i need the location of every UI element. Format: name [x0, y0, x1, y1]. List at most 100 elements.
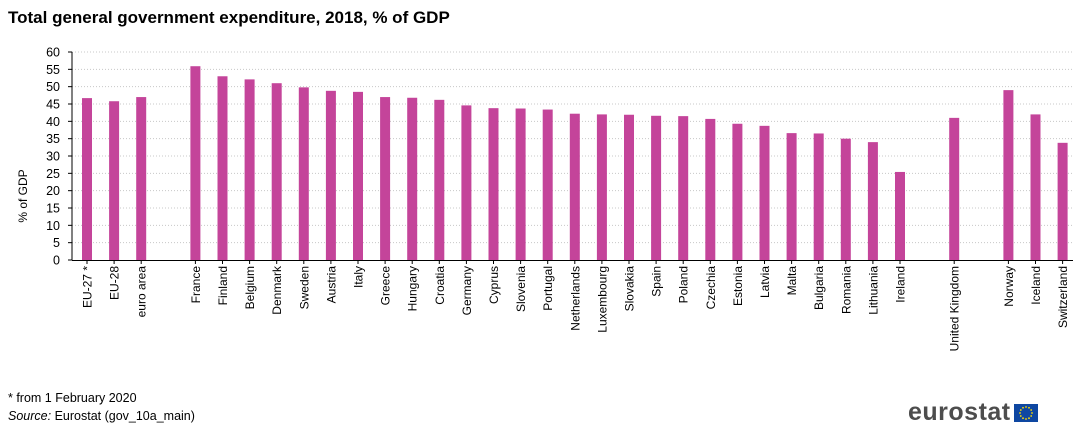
- bar-austria: [325, 90, 336, 261]
- x-category-label: Romania: [839, 266, 853, 314]
- bar-italy: [353, 91, 363, 260]
- bar-poland: [678, 116, 689, 260]
- bar-lithuania: [867, 142, 878, 260]
- x-category-label: Netherlands: [568, 266, 582, 331]
- y-tick-label: 35: [46, 132, 60, 146]
- bar-germany: [461, 105, 472, 261]
- y-tick-label: 20: [46, 184, 60, 198]
- chart-title: Total general government expenditure, 20…: [8, 8, 450, 27]
- source-text: Eurostat (gov_10a_main): [51, 409, 195, 423]
- bar-luxembourg: [596, 114, 607, 261]
- x-category-label: United Kingdom: [948, 266, 962, 351]
- flag-star: [1029, 414, 1032, 417]
- y-tick-label: 50: [46, 80, 60, 94]
- x-category-label: Lithuania: [866, 266, 880, 315]
- logo-text: eurostat: [908, 398, 1011, 426]
- flag-star: [1030, 411, 1033, 414]
- x-category-label: Iceland: [1029, 266, 1043, 305]
- y-tick-label: 10: [46, 219, 60, 233]
- x-category-label: Slovakia: [623, 266, 637, 312]
- bar-norway: [1003, 90, 1014, 260]
- source-label: Source:: [8, 409, 52, 423]
- bar-denmark: [271, 83, 282, 260]
- x-category-label: EU-28: [108, 266, 122, 300]
- x-category-label: Greece: [379, 266, 393, 306]
- y-tick-label: 40: [46, 115, 60, 129]
- bar-latvia: [759, 125, 770, 260]
- x-category-label: Austria: [324, 266, 338, 304]
- x-category-label: Estonia: [731, 266, 745, 306]
- bar-hungary: [407, 97, 418, 260]
- x-category-label: Sweden: [297, 266, 311, 309]
- bar-estonia: [732, 123, 743, 260]
- footnote: * from 1 February 2020: [8, 391, 137, 405]
- x-category-label: Cyprus: [487, 266, 501, 304]
- x-category-label: Ireland: [894, 266, 908, 303]
- flag-star: [1018, 411, 1021, 414]
- bar-croatia: [434, 99, 445, 260]
- x-category-label: Hungary: [406, 266, 420, 311]
- bar-eu-27: [82, 98, 92, 261]
- y-axis-title: % of GDP: [16, 169, 30, 222]
- bar-romania: [840, 138, 851, 260]
- y-tick-label: 25: [46, 167, 60, 181]
- flag-star: [1024, 405, 1027, 408]
- bar-united-kingdom: [949, 117, 960, 260]
- bar-malta: [786, 133, 797, 260]
- y-tick-label: 15: [46, 202, 60, 216]
- y-tick-label: 55: [46, 63, 60, 77]
- x-category-label: Poland: [677, 266, 691, 303]
- x-category-label: Czechia: [704, 266, 718, 310]
- x-category-label: Norway: [1002, 266, 1016, 307]
- bar-spain: [651, 115, 662, 260]
- x-category-label: Croatia: [433, 266, 447, 305]
- source-note: Source: Eurostat (gov_10a_main): [8, 409, 195, 423]
- flag-star: [1019, 408, 1022, 411]
- x-category-label: Italy: [352, 266, 366, 288]
- x-category-label: Denmark: [270, 265, 284, 315]
- bar-portugal: [542, 109, 553, 261]
- bar-cyprus: [488, 108, 499, 260]
- bars: [82, 66, 1068, 261]
- x-category-label: euro area: [135, 266, 149, 318]
- flag-star: [1027, 416, 1030, 419]
- flag-star: [1021, 406, 1024, 409]
- bar-greece: [380, 97, 391, 260]
- bar-euro-area: [136, 97, 147, 260]
- bar-switzerland: [1057, 142, 1068, 260]
- flag-star: [1029, 408, 1032, 411]
- y-tick-label: 30: [46, 150, 60, 164]
- bar-finland: [217, 76, 228, 261]
- labels: 0 5 10 15 20 25 30 35 40 45 50 55 60 % of GDP EU-27 * E…: [16, 46, 1070, 352]
- bar-czechia: [705, 118, 716, 260]
- bar-france: [190, 66, 201, 260]
- gridlines: [72, 51, 1073, 244]
- bar-belgium: [244, 79, 255, 261]
- bar-slovakia: [624, 114, 634, 260]
- x-category-label: Germany: [460, 266, 474, 315]
- x-category-label: Slovenia: [514, 266, 528, 312]
- y-tick-label: 60: [46, 46, 60, 60]
- bar-eu-28: [109, 101, 120, 260]
- x-category-label: France: [189, 266, 203, 304]
- bar-bulgaria: [813, 133, 824, 260]
- eu-flag-icon: [1013, 403, 1038, 422]
- x-category-label: Latvia: [758, 266, 772, 298]
- bar-ireland: [895, 171, 905, 260]
- x-category-label: Belgium: [243, 266, 257, 309]
- x-category-label: Finland: [216, 266, 230, 305]
- flag-star: [1021, 416, 1024, 419]
- flag-star: [1024, 417, 1027, 420]
- y-tick-label: 45: [46, 98, 60, 112]
- y-tick-label: 5: [53, 236, 60, 250]
- axes: [68, 51, 1073, 264]
- x-category-label: Luxembourg: [595, 266, 609, 333]
- eurostat-logo: eurostat: [908, 400, 1038, 425]
- bar-netherlands: [569, 113, 580, 260]
- x-category-label: Spain: [650, 266, 664, 297]
- bar-slovenia: [515, 108, 526, 260]
- bar-iceland: [1030, 114, 1041, 261]
- x-category-label: Bulgaria: [812, 266, 826, 310]
- x-category-label: Portugal: [541, 266, 555, 311]
